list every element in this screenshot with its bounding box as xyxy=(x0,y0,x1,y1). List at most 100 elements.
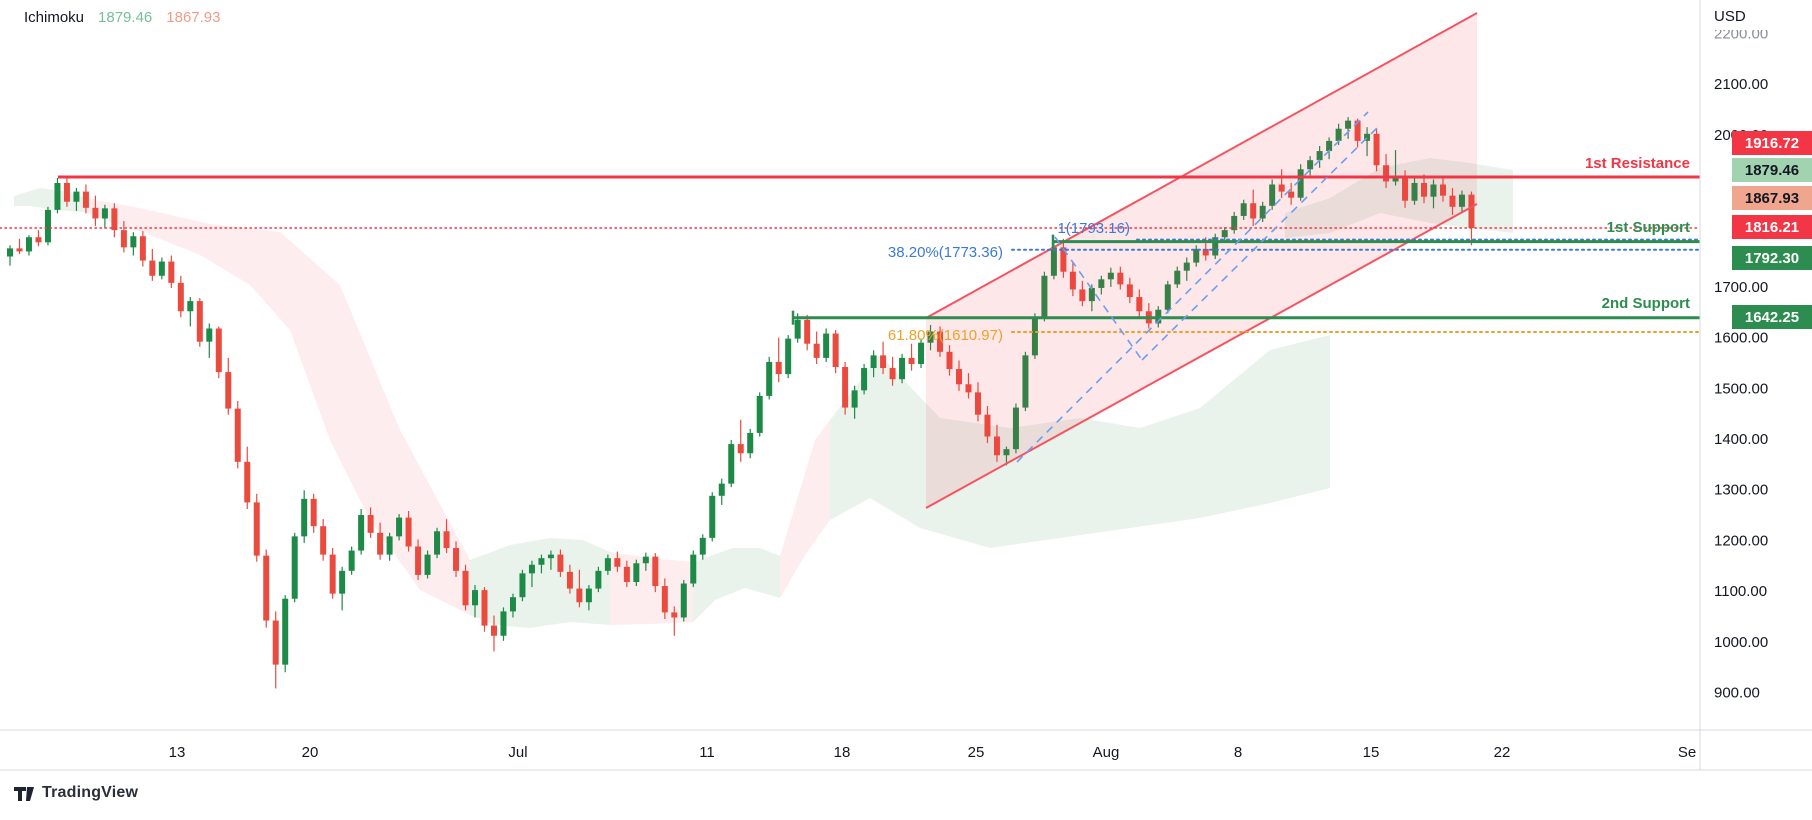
candle xyxy=(1079,280,1086,307)
price-axis-tick: 1000.00 xyxy=(1714,634,1768,651)
price-axis-tick: 1100.00 xyxy=(1714,583,1767,600)
dashed-trendline[interactable] xyxy=(1016,111,1369,463)
candle xyxy=(453,541,460,577)
candle xyxy=(367,507,374,538)
candle xyxy=(889,356,896,386)
candle xyxy=(415,539,422,580)
candle xyxy=(737,419,744,462)
candle xyxy=(747,428,754,459)
candle xyxy=(842,361,849,415)
time-axis-tick: 15 xyxy=(1363,744,1380,761)
candle xyxy=(253,493,260,562)
candle xyxy=(1373,128,1380,172)
support-1-label[interactable]: 1st Support xyxy=(1607,219,1690,236)
fib-level-382-label[interactable]: 38.20%(1773.36) xyxy=(888,244,1003,261)
trend-channel-layer[interactable] xyxy=(925,12,1478,509)
candle xyxy=(1468,191,1475,246)
time-axis-tick: 11 xyxy=(699,744,715,761)
time-axis-tick: Jul xyxy=(508,744,527,761)
time-axis-tick: Se xyxy=(1678,744,1696,761)
levels-layer[interactable] xyxy=(0,111,1701,463)
candle xyxy=(310,493,317,533)
price-label-1642.25: 1642.25 xyxy=(1732,305,1812,329)
ichimoku-cloud-green xyxy=(470,538,610,628)
candle xyxy=(282,595,289,673)
candle xyxy=(405,511,412,552)
svg-text:1879.46: 1879.46 xyxy=(1745,162,1799,179)
candle xyxy=(244,446,251,509)
fib-level-1-label[interactable]: 1(1793.16) xyxy=(1057,220,1130,237)
indicator-legend[interactable]: Ichimoku 1879.46 1867.93 xyxy=(24,9,221,26)
time-axis-tick: Aug xyxy=(1093,744,1120,761)
dashed-trendline[interactable] xyxy=(1054,236,1143,361)
candle xyxy=(481,587,488,632)
parallel-channel-fill[interactable] xyxy=(926,13,1477,508)
candle xyxy=(576,569,583,608)
candle xyxy=(528,560,535,588)
channel-lower-line[interactable] xyxy=(925,203,1478,509)
candle xyxy=(1326,137,1333,160)
candle xyxy=(642,552,649,571)
candle xyxy=(509,593,516,618)
candle xyxy=(1221,227,1228,243)
tradingview-watermark[interactable]: TradingView xyxy=(13,784,138,802)
price-axis-tick: 900.00 xyxy=(1714,685,1760,702)
candle xyxy=(1250,189,1257,227)
price-axis-tick: 1200.00 xyxy=(1714,532,1768,549)
candle xyxy=(956,360,962,391)
senkou-b-value: 1867.93 xyxy=(166,9,221,26)
candle xyxy=(519,569,526,602)
candle xyxy=(1031,313,1038,359)
currency-label[interactable]: USD xyxy=(1714,8,1746,25)
candle xyxy=(623,560,630,588)
axes-layer[interactable]: 2200.002100.002000.001700.001600.001500.… xyxy=(0,0,1812,771)
candle xyxy=(595,566,602,593)
svg-text:1867.93: 1867.93 xyxy=(1745,190,1799,207)
time-axis-tick: 25 xyxy=(968,744,985,761)
candle xyxy=(16,238,23,254)
channel-upper-line[interactable] xyxy=(925,12,1478,319)
indicator-name: Ichimoku xyxy=(24,9,85,26)
ichimoku-cloud-layer xyxy=(14,158,1513,628)
candle xyxy=(1288,182,1295,205)
candle xyxy=(699,534,706,560)
candle xyxy=(1174,266,1181,288)
candle xyxy=(547,550,554,570)
candle xyxy=(1430,179,1437,209)
candle xyxy=(7,245,13,266)
svg-text:1916.72: 1916.72 xyxy=(1745,135,1799,152)
ichimoku-cloud-pink xyxy=(610,552,693,625)
candle xyxy=(927,324,934,351)
candle xyxy=(984,406,991,444)
candle xyxy=(614,551,621,572)
candle xyxy=(766,356,773,400)
time-axis-tick: 22 xyxy=(1494,744,1511,761)
candle xyxy=(196,298,203,347)
candle xyxy=(1297,164,1304,201)
candle xyxy=(718,478,725,505)
svg-text:1816.21: 1816.21 xyxy=(1745,219,1799,236)
candle xyxy=(861,363,868,395)
candle xyxy=(73,188,80,211)
candle xyxy=(832,330,839,374)
fib-level-618-label[interactable]: 61.80%(1610.97) xyxy=(888,327,1003,344)
candle xyxy=(557,549,564,577)
candle xyxy=(851,385,858,419)
candle xyxy=(1012,403,1019,454)
candle xyxy=(661,578,668,620)
candle xyxy=(329,548,336,599)
candle xyxy=(1411,177,1418,205)
support-2-label[interactable]: 2nd Support xyxy=(1602,295,1690,312)
candle xyxy=(880,341,887,375)
candle xyxy=(187,297,194,327)
resistance-1-label[interactable]: 1st Resistance xyxy=(1585,155,1690,172)
candle xyxy=(424,550,431,579)
candle xyxy=(1345,117,1352,139)
candle xyxy=(1117,266,1124,290)
price-label-1916.72: 1916.72 xyxy=(1732,131,1812,155)
candle xyxy=(899,353,906,384)
candle xyxy=(775,337,782,383)
candle xyxy=(918,338,925,369)
candle xyxy=(101,204,108,229)
